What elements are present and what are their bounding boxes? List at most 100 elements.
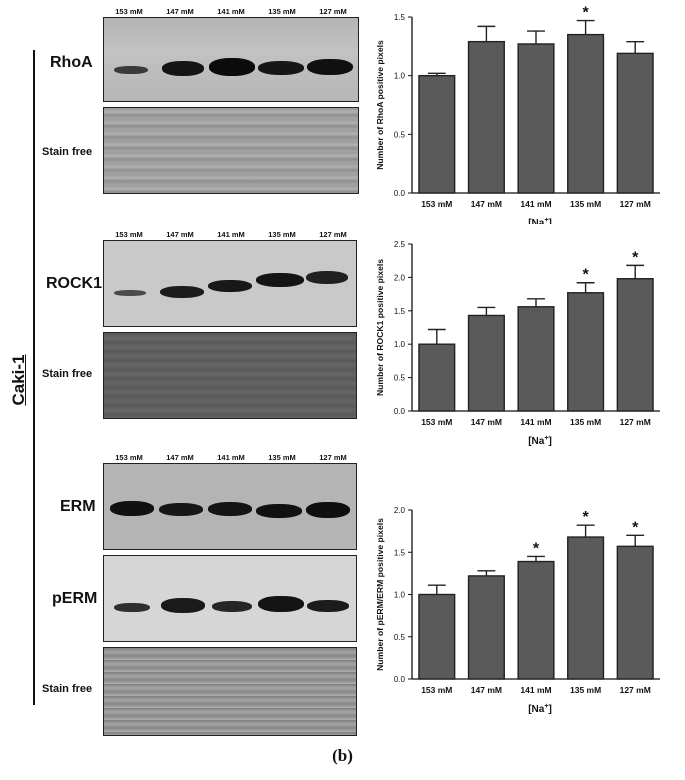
lane-label: 135 mM xyxy=(268,7,296,16)
y-tick-label: 0.0 xyxy=(394,675,406,684)
band xyxy=(306,502,350,518)
bar xyxy=(418,593,456,680)
significance-marker: * xyxy=(533,540,540,557)
blot-stain-free-1 xyxy=(103,107,359,194)
lane-label: 147 mM xyxy=(166,453,194,462)
lane-labels-erm: 153 mM 147 mM 141 mM 135 mM 127 mM xyxy=(103,453,359,463)
lane-label: 147 mM xyxy=(166,7,194,16)
significance-marker: * xyxy=(582,5,589,22)
bar-chart-rhoa: 0.0 0.5 1.0 1.5 Number of RhoA positive pixe… xyxy=(375,5,660,224)
x-axis-label: [Na+] xyxy=(528,435,552,447)
band xyxy=(114,290,146,296)
lane-label: 153 mM xyxy=(115,230,143,239)
lane-label: 153 mM xyxy=(115,7,143,16)
blot-rhoa xyxy=(103,17,359,102)
x-tick-label: 141 mM xyxy=(520,685,551,695)
band xyxy=(307,59,353,75)
blot-erm xyxy=(103,463,357,550)
band xyxy=(256,504,302,518)
x-tick-label: 153 mM xyxy=(421,685,452,695)
blot-rock1 xyxy=(103,240,357,327)
band xyxy=(209,58,255,76)
bar xyxy=(517,306,555,412)
band xyxy=(258,596,304,612)
y-tick-label: 0.5 xyxy=(394,130,406,139)
bar xyxy=(616,545,654,680)
significance-marker: * xyxy=(632,519,639,536)
y-axis-label: Number of pERM/ERM positive pixels xyxy=(375,518,385,671)
x-tick-label: 127 mM xyxy=(620,199,651,209)
y-tick-label: 2.0 xyxy=(394,273,406,282)
bar xyxy=(467,314,505,412)
band xyxy=(307,600,349,612)
x-tick-label: 147 mM xyxy=(471,199,502,209)
band xyxy=(208,280,252,292)
blot-label-perm: pERM xyxy=(52,590,98,607)
lane-label: 141 mM xyxy=(217,7,245,16)
band xyxy=(159,503,203,516)
y-tick-label: 0.0 xyxy=(394,407,406,416)
y-tick-label: 1.0 xyxy=(394,72,406,81)
y-axis-label: Number of ROCK1 positive pixels xyxy=(375,259,385,396)
y-tick-label: 0.0 xyxy=(394,189,406,198)
blot-label-erm: ERM xyxy=(60,498,96,515)
blot-label-rhoa: RhoA xyxy=(50,54,93,71)
blot-label-stain-free-2: Stain free xyxy=(42,368,93,380)
x-tick-label: 135 mM xyxy=(570,199,601,209)
y-tick-label: 1.5 xyxy=(394,307,406,316)
band xyxy=(114,603,150,612)
cell-line-label: Caki-1 xyxy=(9,354,28,406)
bar xyxy=(517,560,555,680)
lane-label: 127 mM xyxy=(319,7,347,16)
x-axis-label: [Na+] xyxy=(528,217,552,224)
bar xyxy=(616,52,654,194)
blot-label-stain-free-1: Stain free xyxy=(42,146,93,158)
lane-label: 141 mM xyxy=(217,230,245,239)
blot-stain-free-2 xyxy=(103,332,357,419)
x-axis-label: [Na+] xyxy=(528,703,552,715)
x-tick-label: 135 mM xyxy=(570,417,601,427)
x-tick-label: 147 mM xyxy=(471,417,502,427)
bar xyxy=(567,292,605,412)
band xyxy=(162,61,204,76)
x-tick-label: 127 mM xyxy=(620,417,651,427)
x-tick-label: 153 mM xyxy=(421,417,452,427)
y-tick-label: 0.5 xyxy=(394,633,406,642)
band xyxy=(258,61,304,75)
bar xyxy=(567,33,605,194)
y-tick-label: 0.5 xyxy=(394,374,406,383)
lane-label: 141 mM xyxy=(217,453,245,462)
band xyxy=(160,286,204,298)
bar xyxy=(517,43,555,194)
lane-label: 127 mM xyxy=(319,230,347,239)
y-tick-label: 1.5 xyxy=(394,13,406,22)
y-tick-label: 2.5 xyxy=(394,240,406,249)
bar xyxy=(418,74,456,194)
lane-label: 135 mM xyxy=(268,453,296,462)
bar xyxy=(616,278,654,412)
lane-label: 153 mM xyxy=(115,453,143,462)
band xyxy=(208,502,252,516)
lane-label: 147 mM xyxy=(166,230,194,239)
bar xyxy=(567,536,605,680)
bar xyxy=(418,343,456,412)
bar xyxy=(467,40,505,194)
lane-labels-rhoa: 153 mM 147 mM 141 mM 135 mM 127 mM xyxy=(103,7,359,17)
blot-label-rock1: ROCK1 xyxy=(46,275,103,292)
band xyxy=(306,271,348,284)
y-tick-label: 1.0 xyxy=(394,340,406,349)
x-tick-label: 141 mM xyxy=(520,417,551,427)
blot-perm xyxy=(103,555,357,642)
band xyxy=(256,273,304,287)
x-tick-label: 135 mM xyxy=(570,685,601,695)
y-tick-label: 1.0 xyxy=(394,591,406,600)
lane-label: 127 mM xyxy=(319,453,347,462)
x-tick-label: 141 mM xyxy=(520,199,551,209)
band xyxy=(212,601,252,612)
blot-label-stain-free-3: Stain free xyxy=(42,683,93,695)
bar-chart-perm-erm: 0.0 0.5 1.0 1.5 2.0 Number of pERM/ERM positi… xyxy=(375,506,660,715)
y-tick-label: 1.5 xyxy=(394,548,406,557)
lane-labels-rock1: 153 mM 147 mM 141 mM 135 mM 127 mM xyxy=(103,230,359,240)
x-tick-label: 127 mM xyxy=(620,685,651,695)
side-bracket-line xyxy=(33,50,35,705)
